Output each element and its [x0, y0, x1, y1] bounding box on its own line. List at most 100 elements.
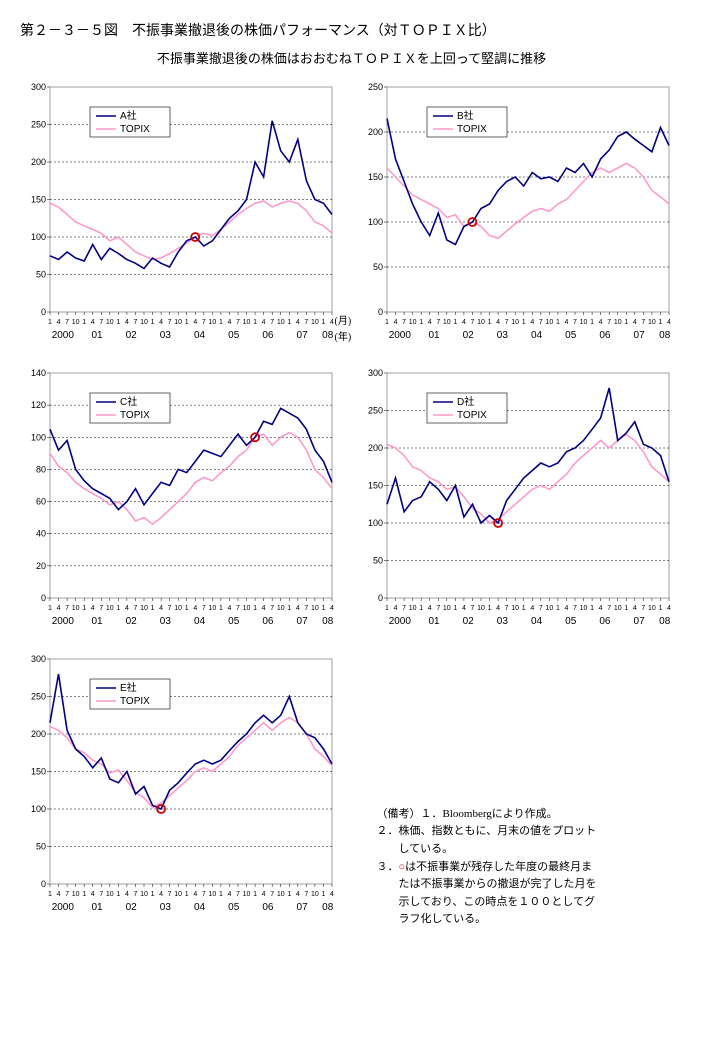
svg-text:10: 10 — [613, 319, 621, 326]
svg-text:4: 4 — [461, 605, 465, 612]
svg-text:60: 60 — [36, 497, 46, 507]
svg-text:4: 4 — [159, 319, 163, 326]
svg-text:10: 10 — [208, 605, 216, 612]
svg-text:2000: 2000 — [52, 902, 75, 913]
month-axis-label: (月) — [335, 312, 352, 327]
svg-text:1: 1 — [555, 605, 559, 612]
svg-text:2000: 2000 — [52, 616, 75, 627]
note-line: 示しており、この時点を１００としてグ — [377, 896, 596, 908]
svg-text:TOPIX: TOPIX — [457, 124, 487, 135]
svg-text:7: 7 — [236, 605, 240, 612]
svg-text:4: 4 — [667, 319, 671, 326]
svg-text:7: 7 — [607, 605, 611, 612]
svg-text:03: 03 — [160, 330, 172, 341]
svg-text:07: 07 — [297, 330, 309, 341]
svg-text:05: 05 — [228, 330, 240, 341]
svg-text:4: 4 — [632, 605, 636, 612]
svg-text:10: 10 — [140, 891, 148, 898]
svg-text:04: 04 — [194, 616, 206, 627]
svg-text:04: 04 — [194, 330, 206, 341]
svg-text:4: 4 — [598, 605, 602, 612]
svg-text:4: 4 — [530, 605, 534, 612]
svg-text:7: 7 — [65, 891, 69, 898]
svg-text:1: 1 — [453, 605, 457, 612]
svg-text:1: 1 — [185, 605, 189, 612]
chart-b: 0501001502002501471014710147101471014710… — [357, 77, 677, 357]
svg-text:1: 1 — [322, 605, 326, 612]
svg-text:4: 4 — [159, 891, 163, 898]
note-line: ３．○は不振事業が残存した年度の最終月ま — [377, 861, 593, 873]
svg-text:4: 4 — [262, 605, 266, 612]
note-line: たは不振事業からの撤退が完了した月を — [377, 878, 597, 890]
svg-text:02: 02 — [126, 330, 138, 341]
svg-text:08: 08 — [659, 330, 671, 341]
svg-text:4: 4 — [228, 891, 232, 898]
svg-text:01: 01 — [91, 330, 103, 341]
svg-text:10: 10 — [277, 605, 285, 612]
svg-text:1: 1 — [253, 605, 257, 612]
svg-text:1: 1 — [82, 891, 86, 898]
svg-text:0: 0 — [377, 307, 382, 317]
svg-text:1: 1 — [453, 319, 457, 326]
svg-text:4: 4 — [530, 319, 534, 326]
svg-text:150: 150 — [367, 481, 382, 491]
svg-text:1: 1 — [253, 891, 257, 898]
svg-text:05: 05 — [228, 902, 240, 913]
svg-text:10: 10 — [106, 319, 114, 326]
svg-text:40: 40 — [36, 529, 46, 539]
svg-text:7: 7 — [99, 891, 103, 898]
svg-text:1: 1 — [322, 319, 326, 326]
svg-text:250: 250 — [367, 82, 382, 92]
svg-text:250: 250 — [367, 406, 382, 416]
svg-text:4: 4 — [125, 891, 129, 898]
svg-text:4: 4 — [57, 891, 61, 898]
svg-text:0: 0 — [41, 593, 46, 603]
svg-text:4: 4 — [461, 319, 465, 326]
svg-text:1: 1 — [116, 319, 120, 326]
svg-text:200: 200 — [31, 157, 46, 167]
svg-text:4: 4 — [159, 605, 163, 612]
svg-text:10: 10 — [243, 605, 251, 612]
svg-text:10: 10 — [408, 319, 416, 326]
svg-text:10: 10 — [477, 605, 485, 612]
svg-text:TOPIX: TOPIX — [120, 410, 150, 421]
svg-text:1: 1 — [82, 605, 86, 612]
svg-text:07: 07 — [633, 330, 645, 341]
svg-text:4: 4 — [393, 605, 397, 612]
svg-text:10: 10 — [545, 319, 553, 326]
svg-text:08: 08 — [659, 616, 671, 627]
svg-text:1: 1 — [590, 319, 594, 326]
svg-text:06: 06 — [262, 902, 274, 913]
svg-text:4: 4 — [193, 891, 197, 898]
chart-grid: 0501001502002503001471014710147101471014… — [20, 77, 683, 929]
svg-text:7: 7 — [168, 891, 172, 898]
svg-text:4: 4 — [57, 605, 61, 612]
chart-a: 0501001502002503001471014710147101471014… — [20, 77, 340, 357]
svg-text:1: 1 — [487, 605, 491, 612]
svg-text:06: 06 — [599, 616, 611, 627]
svg-text:7: 7 — [236, 319, 240, 326]
svg-text:01: 01 — [428, 330, 440, 341]
svg-text:250: 250 — [31, 692, 46, 702]
svg-text:02: 02 — [462, 616, 474, 627]
svg-text:10: 10 — [140, 319, 148, 326]
svg-text:1: 1 — [116, 891, 120, 898]
svg-text:7: 7 — [470, 605, 474, 612]
svg-text:1: 1 — [151, 319, 155, 326]
svg-text:4: 4 — [496, 319, 500, 326]
svg-text:04: 04 — [530, 330, 542, 341]
svg-text:10: 10 — [106, 605, 114, 612]
svg-text:1: 1 — [48, 891, 52, 898]
svg-text:1: 1 — [487, 319, 491, 326]
svg-text:7: 7 — [65, 319, 69, 326]
svg-text:A社: A社 — [120, 109, 137, 122]
svg-text:4: 4 — [632, 319, 636, 326]
chart-e: 0501001502002503001471014710147101471014… — [20, 649, 340, 929]
svg-text:7: 7 — [504, 605, 508, 612]
svg-text:1: 1 — [385, 605, 389, 612]
svg-text:50: 50 — [372, 262, 382, 272]
svg-text:D社: D社 — [457, 395, 474, 408]
svg-text:10: 10 — [174, 319, 182, 326]
svg-text:1: 1 — [419, 319, 423, 326]
svg-text:10: 10 — [477, 319, 485, 326]
